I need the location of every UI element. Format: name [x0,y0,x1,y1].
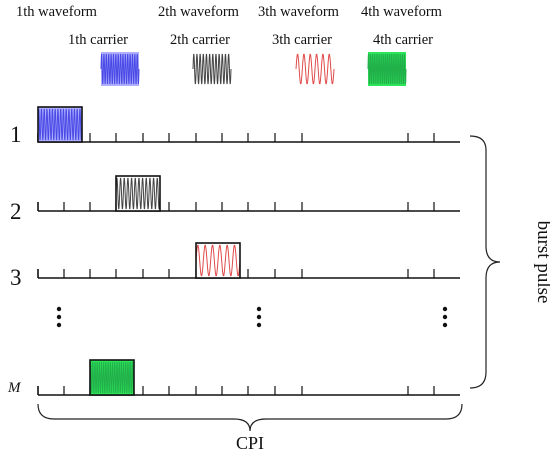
row-labels: 1 2 3 M [7,122,22,396]
pulse-train-1 [37,106,460,143]
row-label-2: 2 [10,199,22,224]
pulse-block-3 [195,242,241,279]
pulse-block-4 [89,359,135,396]
cpi-label: CPI [236,433,264,453]
carrier-legend [100,52,407,86]
ellipsis-markers [56,306,448,328]
row-label-1: 1 [10,122,22,147]
carrier-label-1: 1th carrier [68,32,128,48]
cpi-brace [37,403,463,432]
carrier-swatch-1 [100,52,140,86]
carrier-header: 1th carrier 2th carrier 3th carrier 4th … [68,32,433,48]
row-label-3: 3 [10,265,22,290]
ellipsis-middle [256,306,262,328]
waveform-header: 1th waveform 2th waveform 3th waveform 4… [16,4,443,20]
ellipsis-left [56,306,62,328]
pulse-rows [37,106,460,396]
waveform-label-1: 1th waveform [16,4,98,20]
pulse-train-3 [37,242,460,279]
ellipsis-right [442,306,448,328]
burst-pulse-label: burst pulse [533,221,550,304]
carrier-label-2: 2th carrier [170,32,230,48]
pulse-train-4 [37,359,460,396]
carrier-label-4: 4th carrier [373,32,433,48]
pulse-block-2 [115,175,161,212]
waveform-label-4: 4th waveform [361,4,443,20]
pulse-train-2 [37,175,460,212]
waveform-label-3: 3th waveform [258,4,340,20]
carrier-swatch-3 [295,52,335,86]
carrier-swatch-2 [192,52,232,86]
waveform-label-2: 2th waveform [158,4,240,20]
row-label-m: M [7,380,22,396]
carrier-swatch-4 [367,52,407,86]
carrier-label-3: 3th carrier [272,32,332,48]
pulse-block-1 [37,106,83,143]
burst-pulse-brace [469,135,501,389]
